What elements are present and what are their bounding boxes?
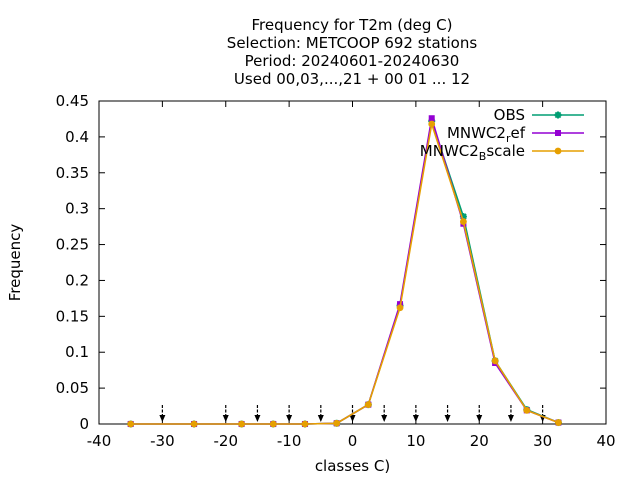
y-tick-label: 0.35 (56, 164, 89, 182)
legend-label-main: OBS (494, 106, 525, 124)
legend-label: MNWC2Bscale (420, 142, 525, 163)
legend-label-subscript: r (506, 132, 511, 145)
x-tick-label: 30 (533, 432, 552, 450)
x-tick-label: -40 (87, 432, 112, 450)
legend-label-main: MNWC2 (447, 124, 506, 142)
boundary-arrow-head (476, 415, 483, 422)
boundary-arrow-head (159, 415, 166, 422)
y-tick-label: 0.15 (56, 307, 89, 325)
y-tick-label: 0.25 (56, 236, 89, 254)
boundary-arrow-head (507, 415, 514, 422)
boundary-arrow-head (222, 415, 229, 422)
x-tick-label: 40 (596, 432, 615, 450)
x-axis: -40 -30 -20 -10 0 10 20 30 40 (87, 101, 616, 450)
x-tick-label: 20 (470, 432, 489, 450)
chart-title: Frequency for T2m (deg C)Selection: METC… (227, 16, 478, 88)
x-tick-label: -30 (150, 432, 175, 450)
boundary-arrow-head (381, 415, 388, 422)
x-tick-label: 10 (406, 432, 425, 450)
series-2 (127, 115, 562, 427)
data-point (364, 401, 372, 409)
boundary-arrow-head (317, 415, 324, 422)
data-point (333, 419, 341, 427)
y-tick-label: 0.05 (56, 379, 89, 397)
title-line-3: Period: 20240601-20240630 (245, 52, 460, 70)
boundary-arrow-head (349, 415, 356, 422)
series-1 (127, 117, 562, 428)
title-line-2: Selection: METCOOP 692 stations (227, 34, 478, 52)
data-point (127, 420, 135, 428)
boundary-arrow-head (412, 415, 419, 422)
y-tick-label: 0.4 (65, 128, 89, 146)
legend-label-subscript: B (479, 150, 487, 163)
boundary-arrow-head (254, 415, 261, 422)
y-axis-label: Frequency (6, 224, 24, 302)
series-3 (127, 120, 562, 428)
data-point (238, 420, 245, 428)
boundary-arrow-head (286, 415, 293, 422)
y-axis: 0 0.05 0.1 0.15 0.2 0.25 0.3 0.35 0.4 0.45 (56, 92, 606, 433)
y-tick-label: 0.3 (65, 200, 89, 218)
data-point (491, 357, 499, 365)
data-point (428, 120, 436, 128)
legend-marker (555, 130, 561, 136)
series-line (130, 120, 559, 425)
y-tick-label: 0 (79, 415, 89, 433)
x-tick-label: 0 (348, 432, 358, 450)
legend-marker (554, 147, 562, 155)
y-tick-label: 0.45 (56, 92, 89, 110)
data-point (269, 420, 277, 428)
y-tick-label: 0.2 (65, 271, 89, 289)
data-point (523, 406, 531, 414)
data-point (555, 419, 562, 426)
data-point (396, 304, 404, 312)
y-tick-label: 0.1 (65, 343, 89, 361)
legend-label-rest: scale (486, 142, 525, 160)
data-point (301, 420, 309, 428)
series-line (130, 117, 559, 425)
x-tick-label: -10 (277, 432, 302, 450)
x-axis-label: classes C) (315, 457, 390, 475)
title-line-4: Used 00,03,...,21 + 00 01 ... 12 (234, 70, 470, 88)
legend-label-main: MNWC2 (420, 142, 479, 160)
data-point (460, 218, 467, 225)
legend-label: MNWC2ref (447, 124, 526, 145)
data-point (428, 115, 435, 122)
boundary-arrow-head (444, 415, 451, 422)
legend-label: OBS (494, 106, 525, 124)
legend-marker (554, 111, 562, 119)
x-tick-label: -20 (214, 432, 239, 450)
legend-label-rest: ef (510, 124, 525, 142)
series-line (130, 123, 559, 425)
data-point (190, 420, 198, 428)
plot-frame (98, 100, 607, 425)
title-line-1: Frequency for T2m (deg C) (252, 16, 453, 34)
marker-core (556, 113, 560, 117)
